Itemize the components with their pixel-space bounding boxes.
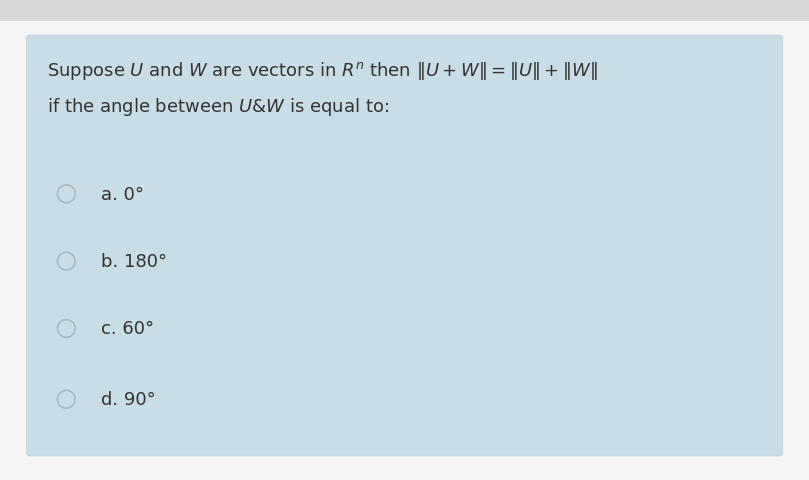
Text: Suppose $U$ and $W$ are vectors in $R^n$ then $\|U + W\| = \|U\| + \|W\|$: Suppose $U$ and $W$ are vectors in $R^n$…	[47, 60, 598, 82]
FancyBboxPatch shape	[27, 36, 782, 456]
Ellipse shape	[57, 252, 75, 271]
Bar	[0, 0, 809, 22]
Text: if the angle between $U$&$W$ is equal to:: if the angle between $U$&$W$ is equal to…	[47, 96, 389, 118]
Text: b. 180°: b. 180°	[101, 252, 167, 271]
Ellipse shape	[57, 185, 75, 204]
Text: a. 0°: a. 0°	[101, 185, 144, 204]
Ellipse shape	[57, 320, 75, 338]
Text: c. 60°: c. 60°	[101, 320, 155, 338]
Ellipse shape	[57, 390, 75, 408]
Text: d. 90°: d. 90°	[101, 390, 156, 408]
